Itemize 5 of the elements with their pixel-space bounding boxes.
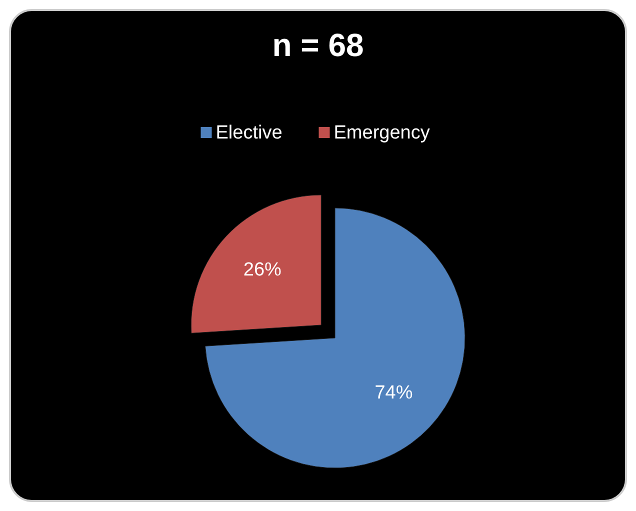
data-label: 74% [374, 382, 413, 404]
chart-title: n = 68 [272, 27, 364, 63]
legend-label: Emergency [334, 122, 430, 144]
legend-label: Elective [216, 122, 282, 144]
data-label: 26% [243, 259, 282, 280]
